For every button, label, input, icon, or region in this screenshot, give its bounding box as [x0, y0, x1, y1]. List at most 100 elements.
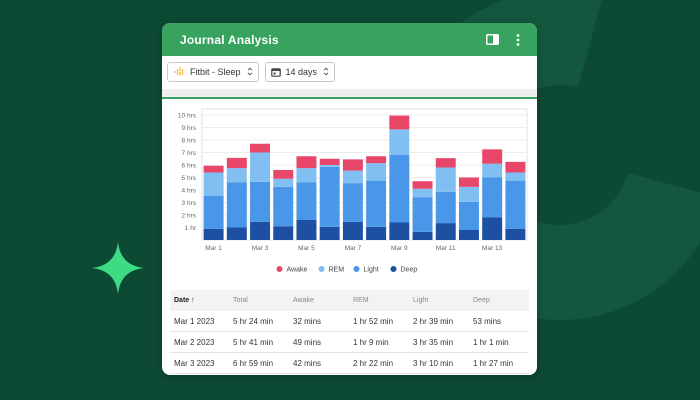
bar-segment-rem [296, 168, 317, 183]
bar-segment-awake [226, 157, 247, 169]
bar-segment-deep [458, 230, 479, 240]
data-source-label: Fitbit - Sleep [190, 66, 241, 77]
bar-segment-awake [482, 149, 503, 164]
x-tick-label: Mar 5 [298, 245, 315, 252]
card-header: Journal Analysis [162, 23, 537, 56]
fitbit-icon [174, 66, 184, 76]
cell-date: Mar 1 2023 [174, 316, 215, 326]
x-tick-label: Mar 3 [252, 245, 269, 252]
cell-light: 2 hr 39 min [413, 316, 454, 326]
legend-label-rem: REM [329, 267, 345, 274]
bar-segment-rem [435, 167, 456, 192]
column-header-date[interactable]: Date ↑ [174, 297, 195, 304]
bar-segment-light [296, 182, 317, 220]
bar-segment-awake [250, 143, 271, 153]
bar-segment-awake [203, 165, 224, 173]
bar-segment-light [203, 195, 224, 229]
x-tick-label: Mar 11 [436, 245, 456, 252]
bar-segment-awake [412, 181, 433, 189]
bar-segment-awake [319, 158, 340, 165]
table-header-row: Date ↑ Total Awake REM Light Deep [170, 290, 529, 311]
bar-segment-rem [226, 168, 247, 183]
sleep-stages-chart: 1 hr 2 hrs 3 hrs 4 hrs 5 hrs 6 hrs 7 hrs 8 hrs 9… [178, 108, 528, 274]
legend-label-awake: Awake [287, 267, 308, 274]
y-tick-label: 5 hrs [182, 175, 197, 182]
bar-segment-deep [342, 221, 363, 240]
bar-segment-rem [505, 172, 526, 181]
y-tick-label: 10 hrs [178, 113, 197, 120]
bar-segment-deep [366, 226, 387, 240]
bar-segment-rem [482, 163, 503, 178]
y-tick-label: 8 hrs [182, 138, 197, 145]
cell-deep: 1 hr 27 min [473, 358, 514, 368]
date-range-select[interactable]: 14 days [264, 61, 336, 82]
bar-segment-rem [458, 186, 479, 202]
column-header-total[interactable]: Total [233, 297, 248, 304]
column-header-light[interactable]: Light [413, 297, 429, 304]
bar-segment-light [435, 191, 456, 224]
calendar-icon [270, 67, 281, 77]
column-header-rem[interactable]: REM [353, 297, 369, 304]
legend-dot-rem [318, 266, 325, 272]
legend-label-deep: Deep [401, 267, 418, 274]
sidebar-toggle-icon[interactable] [483, 31, 501, 49]
cell-light: 3 hr 10 min [413, 358, 454, 368]
card-title: Journal Analysis [180, 32, 279, 47]
x-tick-label: Mar 1 [205, 245, 222, 252]
more-vert-icon[interactable] [509, 31, 527, 49]
bar-segment-awake [435, 158, 456, 168]
bar-segment-light [342, 183, 363, 222]
cell-awake: 42 mins [293, 358, 322, 368]
bar-segment-awake [366, 156, 387, 164]
bar-segment-deep [226, 227, 247, 240]
cell-rem: 1 hr 9 min [353, 337, 389, 347]
sparkle-icon [92, 242, 144, 294]
y-tick-label: 9 hrs [182, 125, 197, 132]
column-header-deep[interactable]: Deep [473, 297, 490, 304]
legend-dot-deep [390, 266, 397, 272]
bar-segment-deep [296, 220, 317, 240]
bar-segment-deep [482, 217, 503, 240]
updown-chevron-icon [323, 67, 329, 76]
bar-segment-rem [319, 165, 340, 167]
cell-deep: 1 hr 1 min [473, 337, 509, 347]
bar-segment-deep [505, 228, 526, 240]
cell-deep: 53 mins [473, 316, 502, 326]
bar-segment-deep [203, 228, 224, 240]
legend-dot-awake [276, 266, 283, 272]
bar-segment-awake [389, 115, 410, 130]
plot-frame [201, 108, 528, 241]
bar-segment-rem [366, 163, 387, 181]
toolbar-divider [162, 89, 537, 97]
bar-segment-light [250, 181, 271, 222]
bar-segment-awake [342, 159, 363, 171]
bar-segment-light [273, 186, 294, 227]
cell-light: 3 hr 35 min [413, 337, 454, 347]
bar-segment-awake [296, 156, 317, 169]
bar-segment-light [366, 180, 387, 227]
bar-segment-light [389, 155, 410, 223]
bar-segment-rem [203, 172, 224, 196]
bar-segment-awake [458, 177, 479, 187]
y-tick-label: 4 hrs [182, 188, 197, 195]
bar-segment-light [412, 197, 433, 232]
x-tick-label: Mar 9 [391, 245, 408, 252]
toolbar: Fitbit - Sleep 14 days [162, 58, 537, 85]
bar-segment-awake [505, 161, 526, 173]
bar-segment-deep [435, 223, 456, 240]
x-tick-label: Mar 7 [345, 245, 362, 252]
y-tick-label: 1 hr [185, 225, 197, 232]
bar-segment-awake [273, 170, 294, 179]
cell-rem: 2 hr 22 min [353, 358, 394, 368]
column-header-awake[interactable]: Awake [293, 297, 314, 304]
y-tick-label: 6 hrs [182, 163, 197, 170]
sleep-table: Date ↑ Total Awake REM Light Deep Mar 1 … [170, 290, 529, 374]
y-tick-label: 2 hrs [182, 213, 197, 220]
updown-chevron-icon [247, 67, 252, 76]
cell-total: 5 hr 41 min [233, 337, 274, 347]
table-row: Mar 2 2023 5 hr 41 min 49 mins 1 hr 9 mi… [170, 332, 529, 353]
bar-segment-deep [412, 231, 433, 240]
table-row: Mar 3 2023 6 hr 59 min 42 mins 2 hr 22 m… [170, 353, 529, 374]
data-source-select[interactable]: Fitbit - Sleep [167, 61, 259, 82]
cell-total: 6 hr 59 min [233, 358, 274, 368]
